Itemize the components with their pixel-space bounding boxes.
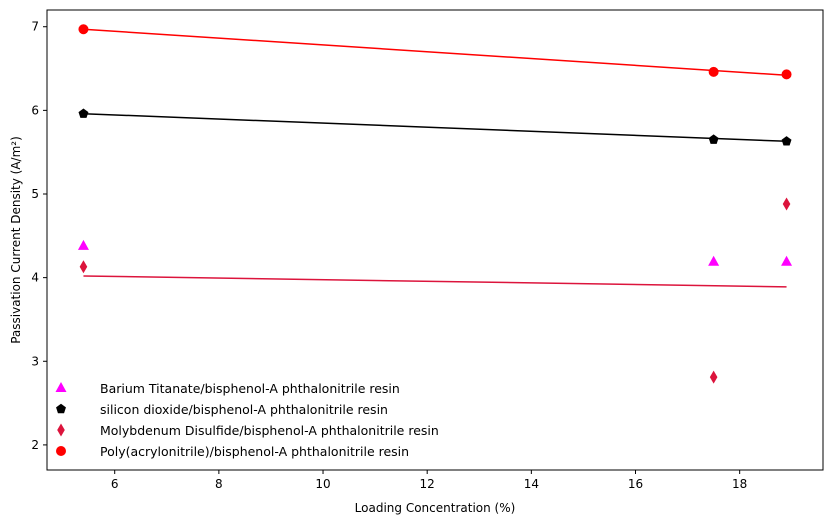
series-3-point	[79, 260, 88, 274]
series-3	[79, 197, 791, 384]
x-tick-label: 12	[420, 477, 435, 491]
series-1-point	[77, 239, 89, 250]
legend-marker	[57, 423, 65, 437]
plot-content	[77, 24, 793, 384]
series-2-trend-line	[83, 112, 787, 143]
y-tick-label: 2	[31, 438, 39, 452]
x-tick-label: 14	[524, 477, 539, 491]
series-1-point	[708, 255, 720, 266]
series-2-point	[781, 136, 792, 146]
series-2-point	[78, 108, 89, 118]
y-axis-title: Passivation Current Density (A/m²)	[9, 136, 23, 344]
x-tick-label: 6	[111, 477, 119, 491]
y-tick-label: 5	[31, 187, 39, 201]
legend-label: silicon dioxide/bisphenol-A phthalonitri…	[100, 402, 388, 417]
series-4-point	[781, 69, 792, 80]
legend-marker	[56, 446, 66, 456]
x-tick-label: 18	[732, 477, 747, 491]
y-tick-label: 7	[31, 20, 39, 34]
x-axis-ticks: 6 8 10 12 14 16 18	[111, 470, 747, 491]
x-tick-label: 8	[215, 477, 223, 491]
plot-frame	[46, 9, 824, 471]
y-tick-label: 4	[31, 271, 39, 285]
legend-marker	[56, 403, 66, 414]
legend-item: silicon dioxide/bisphenol-A phthalonitri…	[56, 402, 388, 417]
legend-label: Molybdenum Disulfide/bisphenol-A phthalo…	[100, 423, 439, 438]
series-4-point	[78, 24, 89, 35]
legend-marker	[55, 382, 67, 392]
series-2-point	[708, 134, 719, 144]
x-axis-title: Loading Concentration (%)	[355, 501, 516, 515]
x-tick-label: 10	[315, 477, 330, 491]
legend-item: Barium Titanate/bisphenol-A phthalonitri…	[55, 381, 400, 396]
legend-item: Poly(acrylonitrile)/bisphenol-A phthalon…	[56, 444, 409, 459]
series-3-point	[709, 370, 718, 384]
series-3-trend-line	[83, 275, 787, 288]
series-1-point	[781, 255, 793, 266]
y-tick-label: 3	[31, 354, 39, 368]
legend-label: Poly(acrylonitrile)/bisphenol-A phthalon…	[100, 444, 409, 459]
y-tick-label: 6	[31, 103, 39, 117]
series-4-trend-line	[83, 28, 787, 76]
series-3-point	[782, 197, 791, 211]
y-axis-ticks: 2 3 4 5 6 7	[31, 20, 47, 452]
series-2	[78, 108, 792, 146]
x-tick-label: 16	[628, 477, 643, 491]
legend-item: Molybdenum Disulfide/bisphenol-A phthalo…	[57, 423, 439, 438]
legend: Barium Titanate/bisphenol-A phthalonitri…	[55, 381, 439, 459]
series-4-point	[708, 66, 719, 77]
legend-label: Barium Titanate/bisphenol-A phthalonitri…	[100, 381, 400, 396]
series-1	[77, 239, 793, 266]
series-4	[78, 24, 792, 80]
